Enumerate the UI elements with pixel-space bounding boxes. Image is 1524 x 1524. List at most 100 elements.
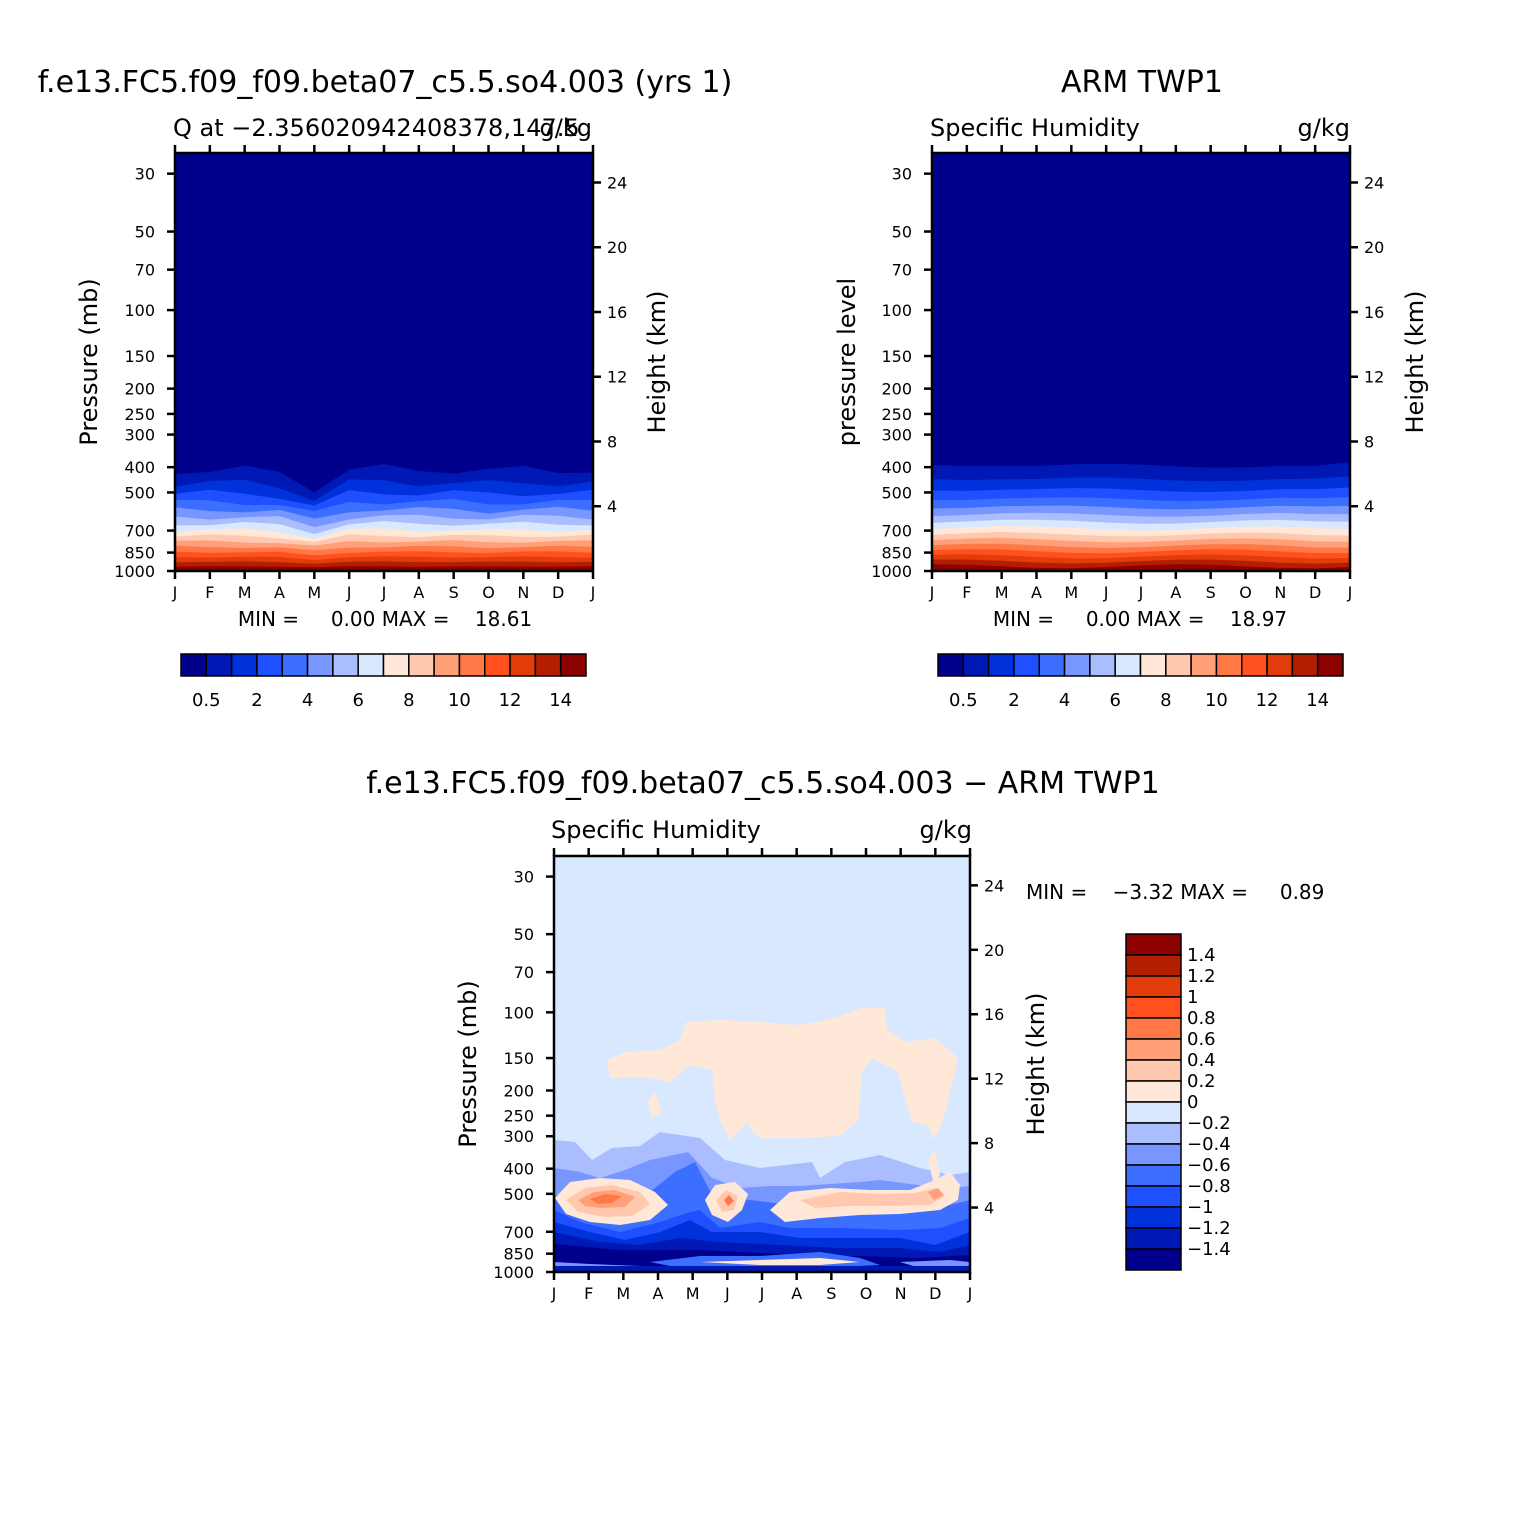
colorbar-swatch [1241,653,1268,677]
y-tick-label: 400 [124,458,155,477]
min-max-readout: MIN = 0.00 MAX = 18.61 [238,607,532,631]
x-tick-label: N [895,1284,907,1303]
colorbar-swatch [281,653,309,677]
colorbar-swatch [1125,975,1182,998]
colorbar-label: −0.6 [1187,1155,1231,1176]
x-tick-label: M [1064,583,1078,602]
y-right-tick-label: 16 [1364,303,1384,322]
y-axis-label: Pressure (mb) [454,980,482,1147]
y-right-tick-label: 12 [607,368,627,387]
y-tick-label: 250 [503,1107,534,1126]
colorbar-swatch [534,653,562,677]
y-right-tick-label: 16 [984,1005,1004,1024]
y-tick-label: 30 [514,868,534,887]
y-axis-label: Pressure (mb) [75,278,103,445]
y-tick-label: 150 [503,1049,534,1068]
colorbar-swatch [1165,653,1192,677]
colorbar-label: 12 [499,690,522,711]
x-tick-label: M [238,583,252,602]
x-tick-label: J [967,1284,973,1303]
colorbar-swatch [509,653,537,677]
colorbar-swatch [1215,653,1243,677]
y-right-tick-label: 8 [984,1134,994,1153]
colorbar-swatch [256,653,283,677]
colorbar-swatch [1125,996,1182,1019]
panel-title: f.e13.FC5.f09_f09.beta07_c5.5.so4.003 − … [366,766,1160,801]
x-tick-label: J [1103,583,1109,602]
colorbar-swatch [1125,1038,1182,1061]
panel-units: g/kg [920,816,972,844]
x-tick-label: N [517,583,529,602]
x-tick-label: D [1309,583,1321,602]
y-tick-label: 300 [124,426,155,445]
x-tick-label: A [274,583,285,602]
colorbar-swatch [408,653,435,677]
min-max-readout: MIN = −3.32 MAX = 0.89 [1026,880,1324,904]
x-tick-label: A [1031,583,1042,602]
colorbar-label: −0.4 [1187,1134,1231,1155]
colorbar: 0.5 2 4 6 8 10 12 14 [180,653,587,711]
panel-difference: f.e13.FC5.f09_f09.beta07_c5.5.so4.003 − … [366,766,1324,1303]
y-right-tick-label: 20 [1364,238,1384,257]
y-right-tick-label: 16 [607,303,627,322]
y-tick-label: 1000 [114,562,155,581]
panel-subtitle-left: Q at −2.356020942408378,147.5 [173,114,580,142]
colorbar-label: 1.2 [1187,966,1216,987]
colorbar-swatch [1125,1143,1182,1166]
colorbar-label: 0 [1187,1092,1198,1113]
x-tick-label: J [759,1284,765,1303]
y-right-tick-label: 24 [984,876,1004,895]
x-tick-label: M [995,583,1009,602]
y-tick-label: 850 [881,544,912,563]
y-tick-label: 100 [881,301,912,320]
colorbar-swatch [484,653,511,677]
colorbar-swatch [1125,954,1182,977]
colorbar-swatch [1125,933,1182,956]
y-right-tick-label: 4 [607,497,617,516]
panel-units: g/kg [540,114,592,142]
colorbar-swatch [1089,653,1116,677]
panel-observation: ARM TWP1 Specific Humidity g/kg J F M A M J J A… [833,65,1429,711]
colorbar-swatch [433,653,461,677]
colorbar-swatch [180,653,208,677]
x-tick-label: F [584,1284,593,1303]
y-tick-label: 300 [881,426,912,445]
colorbar-swatch [1125,1017,1182,1040]
contour-field [554,856,970,1272]
colorbar-label: 2 [251,690,262,711]
colorbar-swatch [1125,1080,1182,1103]
y-tick-label: 50 [514,925,534,944]
colorbar-swatch [1125,1059,1182,1082]
y-right-tick-label: 12 [984,1070,1004,1089]
colorbar-swatch [1125,1164,1182,1187]
colorbar-swatch [1063,653,1091,677]
y-axis-right-label: Height (km) [1401,291,1429,434]
y-right-tick-label: 24 [607,173,627,192]
colorbar-label: 0.6 [1187,1029,1216,1050]
x-tick-label: O [1239,583,1252,602]
x-tick-label: F [205,583,214,602]
x-tick-label: J [381,583,387,602]
panel-title: ARM TWP1 [1061,65,1223,100]
colorbar-swatch [1266,653,1294,677]
y-tick-label: 500 [124,483,155,502]
colorbar-label: 0.5 [192,690,221,711]
y-tick-label: 850 [124,544,155,563]
colorbar-swatch [1013,653,1040,677]
colorbar: 1.41.210.80.60.40.20−0.2−0.4−0.6−0.8−1−1… [1125,933,1231,1271]
y-tick-label: 700 [124,522,155,541]
x-tick-label: S [449,583,459,602]
colorbar-label: 0.2 [1187,1071,1216,1092]
y-tick-label: 700 [503,1223,534,1242]
y-tick-label: 400 [881,458,912,477]
panel-subtitle-left: Specific Humidity [930,114,1140,142]
panel-units: g/kg [1298,114,1350,142]
colorbar-label: −0.2 [1187,1113,1231,1134]
y-tick-label: 70 [514,963,534,982]
y-tick-label: 50 [892,223,912,242]
x-tick-label: M [686,1284,700,1303]
x-tick-label: J [172,583,178,602]
colorbar-label: 1.4 [1187,945,1216,966]
